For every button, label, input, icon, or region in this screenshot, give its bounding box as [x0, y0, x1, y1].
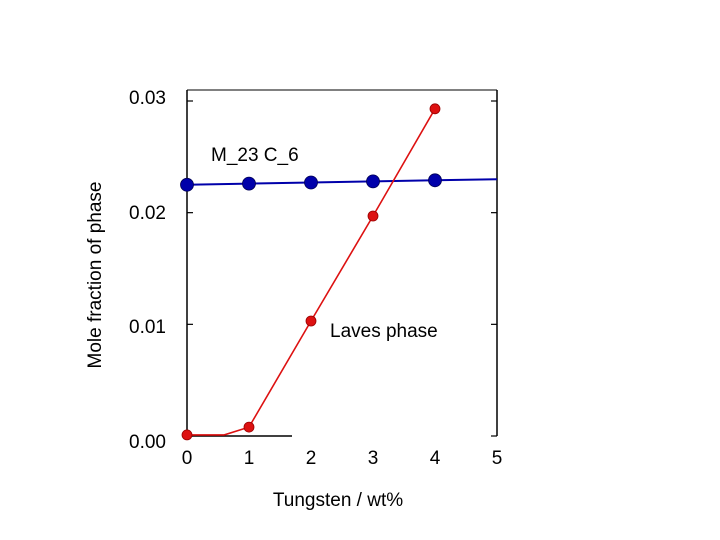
x-tick-label-1: 1	[244, 448, 255, 469]
x-tick-label-5: 5	[492, 448, 503, 469]
y-tick-label-0.02: 0.02	[129, 203, 166, 224]
data-point-laves-3	[367, 210, 379, 222]
data-point-m23c6-2	[304, 175, 318, 190]
series-line-m23c6	[186, 178, 498, 186]
annotation-laves-phase: Laves phase	[330, 321, 438, 342]
data-point-m23c6-3	[366, 174, 380, 189]
x-tick-label-2: 2	[306, 448, 317, 469]
y-axis-title: Mole fraction of phase	[85, 182, 106, 369]
series-line-laves	[187, 108, 436, 436]
y-tick-label-0.00: 0.00	[129, 432, 166, 453]
data-point-laves-4	[429, 103, 441, 115]
x-tick-label-4: 4	[430, 448, 441, 469]
series-lines	[186, 108, 498, 436]
data-point-m23c6-4	[428, 173, 442, 188]
x-tick-label-3: 3	[368, 448, 379, 469]
data-point-laves-2	[305, 315, 317, 327]
series-points	[180, 103, 442, 441]
x-tick-label-0: 0	[182, 448, 193, 469]
data-point-laves-1	[243, 421, 255, 433]
y-tick-label-0.01: 0.01	[129, 317, 166, 338]
data-point-m23c6-1	[242, 176, 256, 191]
y-tick-label-0.03: 0.03	[129, 88, 166, 109]
data-point-laves-0	[181, 429, 193, 441]
annotation-m23c6: M_23 C_6	[211, 145, 299, 166]
data-point-m23c6-0	[180, 177, 194, 192]
x-axis-title: Tungsten / wt%	[273, 490, 403, 511]
